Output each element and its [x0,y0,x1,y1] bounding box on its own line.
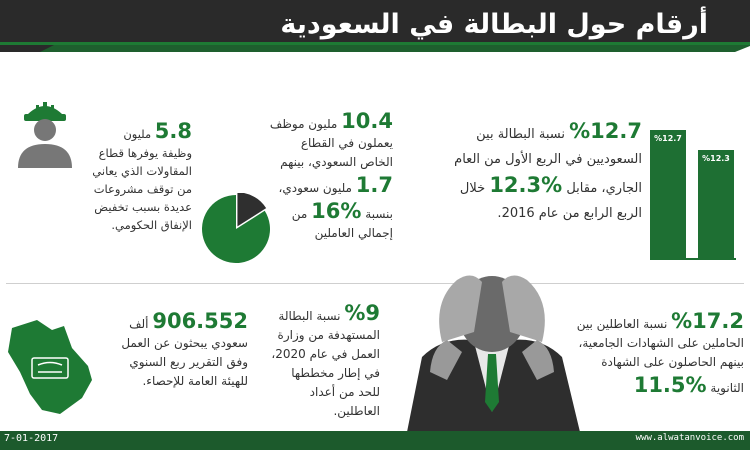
pie-chart [202,193,270,263]
footer-site: www.alwatanvoice.com [635,433,744,443]
job-seekers-text-2: سعودي يبحثون عن العمل وفق التقرير ربع ال… [121,336,248,388]
job-seekers-block: 906.552 ألف سعودي يبحثون عن العمل وفق ال… [102,308,248,391]
job-seekers-text: ألف [129,317,149,331]
target-block: %9 نسبة البطالة المستهدفة من وزارة العمل… [270,300,380,421]
degree-holders-block: %17.2 نسبة العاطلين بين الحاملين على الش… [572,308,744,398]
degree-holders-value-2: %11.5 [633,373,707,397]
contractors-value: 5.8 [154,119,192,143]
bar-chart: %12.7 %12.3 [650,130,745,260]
private-sector-text-4: من إجمالي العاملين [291,207,393,240]
saudi-map-icon [8,320,92,414]
job-seekers-value: 906.552 [152,309,248,333]
bar-q1: %12.7 [650,130,686,258]
worker-icon [18,102,72,168]
target-value: %9 [344,301,380,325]
private-sector-text-2: مليون سعودي، [278,181,352,195]
footer-date: 7-01-2017 [4,433,59,444]
header-banner: أرقام حول البطالة في السعودية [0,0,750,52]
degree-holders-value: %17.2 [671,309,744,333]
private-sector-value-2: 1.7 [355,173,393,197]
page-title: أرقام حول البطالة في السعودية [280,9,708,40]
degree-holders-text: نسبة العاطلين بين الحاملين على الشهادات … [576,317,744,395]
pie-slice-saudis [237,193,267,227]
unemployment-rate-text: نسبة البطالة بين السعوديين في الربع الأو… [454,127,642,196]
contractors-block: 5.8 مليون وظيفة يوفرها قطاع المقاولات ال… [92,118,192,234]
bar-q4: %12.3 [698,150,734,258]
private-sector-block: 10.4 مليون موظف يعملون في القطاع الخاص ا… [268,108,393,243]
unemployment-rate-block: %12.7 نسبة البطالة بين السعوديين في الرب… [440,118,642,226]
private-sector-value: 10.4 [341,109,393,133]
target-text: نسبة البطالة المستهدفة من وزارة العمل في… [271,309,380,418]
bar-label-q1: %12.7 [654,134,682,143]
stressed-man-image [407,275,580,432]
pie-slice-others [202,195,270,263]
private-sector-value-3: %16 [311,199,362,223]
unemployment-rate-value: %12.7 [569,119,642,143]
private-sector-text: مليون موظف يعملون في القطاع الخاص السعود… [269,117,393,169]
contractors-text: مليون وظيفة يوفرها قطاع المقاولات الذي ي… [92,127,192,232]
bar-baseline [650,258,736,260]
private-sector-text-3: بنسبة [365,207,393,221]
bar-label-q4: %12.3 [702,154,730,163]
header-shape [0,0,750,52]
unemployment-rate-value-2: %12.3 [489,173,563,197]
section-divider [6,283,744,284]
footer-bar: 7-01-2017 www.alwatanvoice.com [0,431,750,450]
unemployment-rate-text-2: خلال الربع الرابع من عام 2016. [459,181,642,221]
